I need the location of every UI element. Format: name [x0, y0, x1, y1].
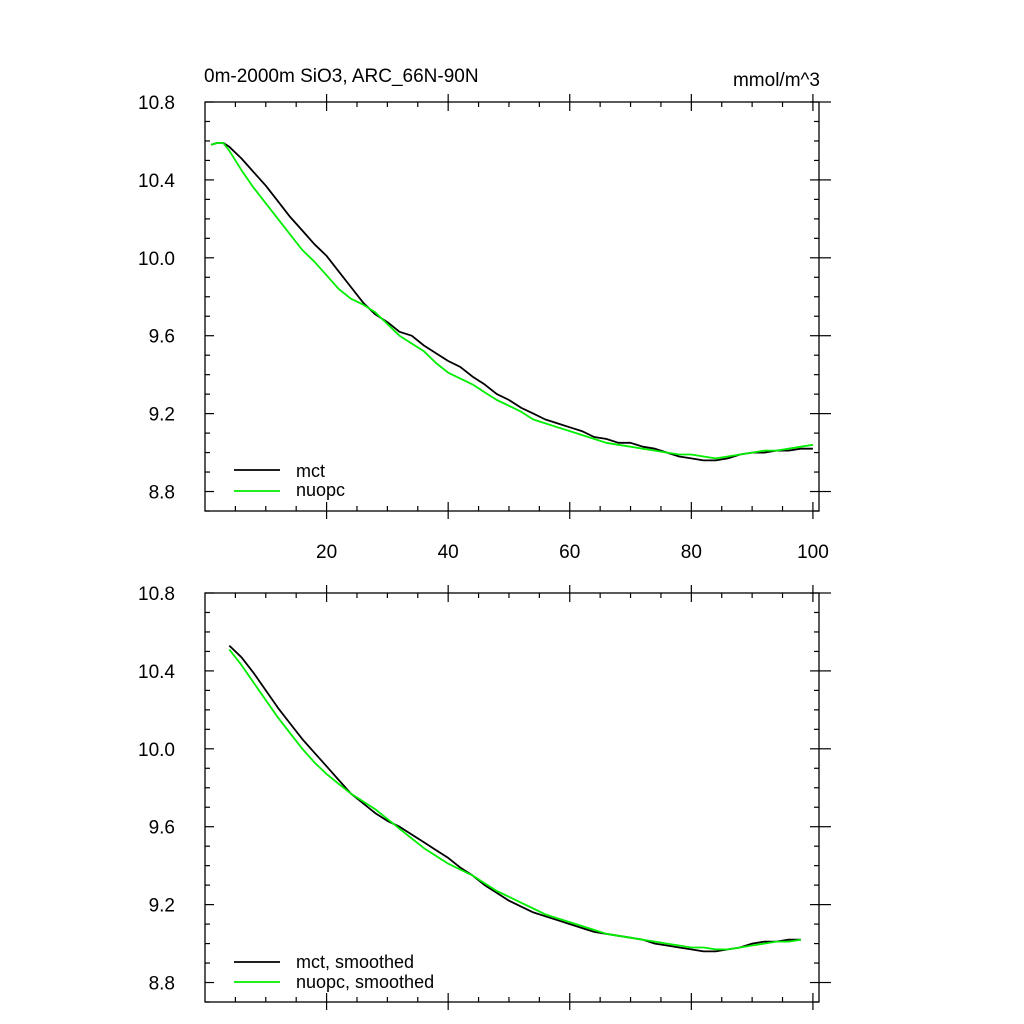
bottom-tick-labels: 8.8 9.2 9.6 10.0 10.4 10.8 — [138, 584, 175, 995]
top-tick-labels: 20 40 60 80 100 8.8 9.2 9.6 10.0 10.4 10.8 — [138, 93, 829, 563]
x-tick-label: 40 — [438, 542, 459, 563]
y-tick-label: 9.6 — [149, 818, 175, 839]
top-panel: 0m-2000m SiO3, ARC_66N-90N mmol/m^3 20 40… — [138, 66, 831, 563]
y-tick-label: 10.4 — [138, 662, 175, 683]
y-tick-label: 10.8 — [138, 584, 175, 605]
y-tick-label: 10.4 — [138, 171, 175, 192]
x-tick-label: 20 — [316, 542, 337, 563]
y-tick-label: 9.6 — [149, 327, 175, 348]
bottom-panel: 8.8 9.2 9.6 10.0 10.4 10.8 mct, smoothed nuop… — [138, 584, 831, 1010]
y-tick-label: 10.0 — [138, 249, 175, 270]
legend-label-nuopc: nuopc — [296, 480, 345, 500]
y-tick-label: 9.2 — [149, 405, 175, 426]
bottom-plot-frame — [204, 592, 820, 1003]
series-line-nuopc-smoothed — [228, 648, 801, 951]
y-tick-label: 8.8 — [149, 483, 175, 504]
legend-label-nuopc-smoothed: nuopc, smoothed — [296, 972, 434, 992]
legend-label-mct: mct — [296, 461, 325, 481]
y-tick-label: 8.8 — [149, 974, 175, 995]
y-tick-label: 10.8 — [138, 93, 175, 114]
series-line-nuopc — [210, 141, 814, 460]
y-tick-label: 9.2 — [149, 896, 175, 917]
top-plot-frame — [204, 101, 820, 512]
x-tick-label: 100 — [797, 542, 829, 563]
series-line-mct — [210, 141, 813, 462]
x-tick-label: 60 — [559, 542, 580, 563]
legend-label-mct-smoothed: mct, smoothed — [296, 952, 414, 972]
y-tick-label: 10.0 — [138, 740, 175, 761]
series-line-mct-smoothed — [228, 644, 801, 953]
chart-title: 0m-2000m SiO3, ARC_66N-90N — [204, 66, 479, 87]
bottom-lines — [228, 644, 801, 953]
bottom-ticks — [205, 585, 831, 1010]
top-ticks — [205, 94, 831, 519]
units-label: mmol/m^3 — [733, 70, 820, 91]
top-legend: mct nuopc — [234, 461, 345, 500]
top-lines — [210, 141, 814, 462]
x-tick-label: 80 — [681, 542, 702, 563]
bottom-legend: mct, smoothed nuopc, smoothed — [234, 952, 434, 992]
